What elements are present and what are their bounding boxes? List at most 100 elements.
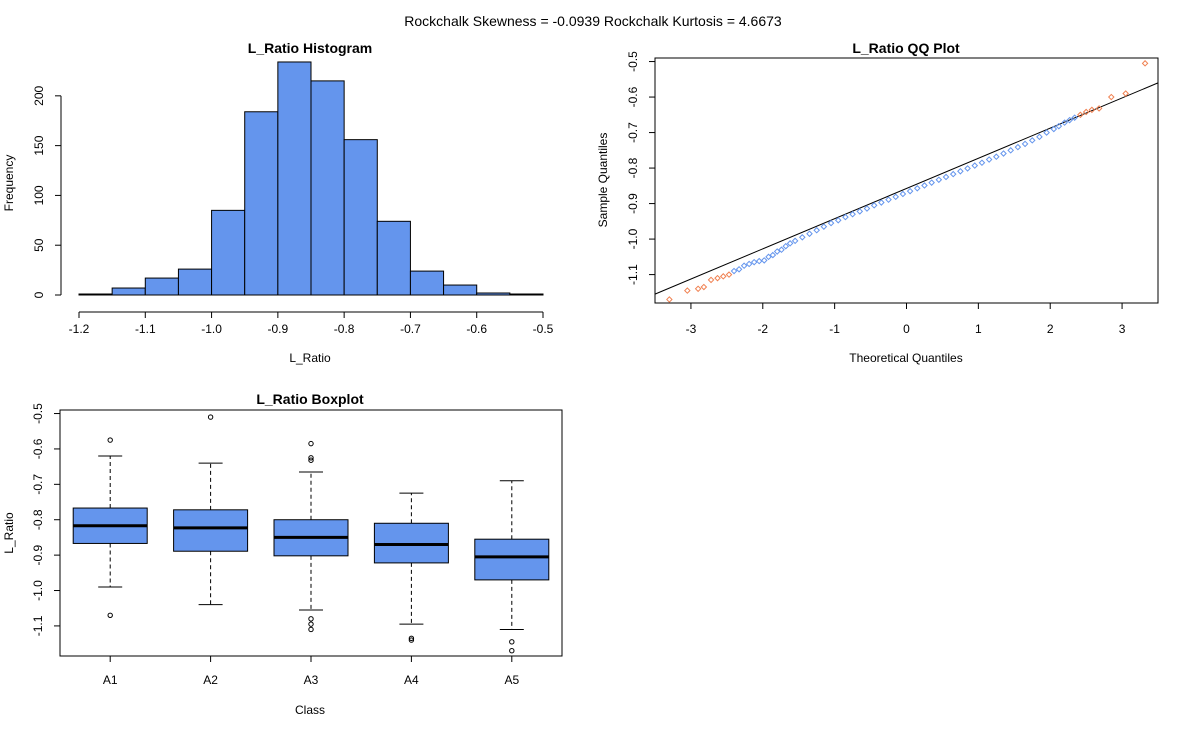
- histogram-title: L_Ratio Histogram: [248, 40, 372, 56]
- qq-point: [694, 285, 702, 293]
- qq-points: [666, 60, 1149, 303]
- qq-point: [745, 260, 753, 268]
- qq-point: [1082, 108, 1090, 116]
- qq-point: [863, 205, 871, 212]
- qq-point: [985, 156, 993, 163]
- qq-point: [849, 210, 856, 218]
- figure-header: Rockchalk Skewness = -0.0939 Rockchalk K…: [404, 13, 782, 29]
- qq-y-tick-label: -0.9: [626, 193, 640, 214]
- histogram-bar: [343, 139, 378, 296]
- qq-point: [786, 240, 794, 247]
- boxplot-x-tick-label: A5: [504, 673, 519, 687]
- qq-point: [1028, 137, 1036, 144]
- qq-point: [1061, 119, 1068, 126]
- qq-point: [714, 274, 721, 282]
- histogram-panel: L_Ratio Histogram -1.2 -1.1 -1.0 -0.9 -0.8 -0…: [2, 40, 554, 365]
- qq-y-tick-label: -0.8: [626, 157, 640, 178]
- qq-point: [1014, 143, 1022, 151]
- qq-x-tick-label: -1: [829, 322, 840, 336]
- qq-point: [993, 153, 1000, 161]
- histogram-bar: [177, 268, 213, 296]
- qq-point: [1088, 106, 1096, 114]
- histogram-bar: [409, 270, 445, 296]
- qq-y-tick-label: -0.6: [626, 86, 640, 107]
- qq-point: [1036, 133, 1043, 141]
- qq-point: [978, 159, 986, 167]
- boxplot-y-tick-label: -0.7: [31, 474, 45, 495]
- qq-title: L_Ratio QQ Plot: [852, 40, 960, 56]
- histogram-bar: [509, 293, 544, 296]
- qq-point: [666, 296, 673, 303]
- box-outlier: [308, 440, 314, 447]
- histogram-bar: [310, 80, 345, 296]
- qq-point: [700, 283, 708, 291]
- histogram-bar: [111, 287, 146, 296]
- box-outlier: [509, 639, 515, 645]
- qq-x-tick-label: 3: [1119, 322, 1126, 336]
- qq-point: [842, 213, 849, 221]
- qq-y-tick-label: -0.7: [626, 122, 640, 143]
- qq-x-label: Theoretical Quantiles: [849, 351, 962, 365]
- qq-point: [684, 287, 691, 294]
- qq-point: [928, 179, 935, 186]
- histogram-axes: -1.2 -1.1 -1.0 -0.9 -0.8 -0.7 -0.6 -0.5 0 50 100 15…: [32, 86, 554, 336]
- qq-point: [1122, 90, 1129, 97]
- box-outlier: [408, 635, 415, 642]
- histogram-x-tick-label: -0.7: [400, 322, 421, 336]
- boxplot-y-tick-label: -1.1: [31, 615, 45, 636]
- qq-point: [765, 253, 772, 261]
- qq-point: [740, 262, 748, 270]
- boxplot-y-label: L_Ratio: [2, 512, 16, 554]
- qq-point: [755, 257, 763, 265]
- histogram-x-tick-label: -1.2: [69, 322, 90, 336]
- qq-point: [885, 196, 892, 203]
- qq-point: [1107, 93, 1115, 101]
- histogram-bar: [277, 61, 312, 296]
- histogram-x-tick-label: -0.5: [533, 322, 554, 336]
- qq-panel: L_Ratio QQ Plot -3 -2 -1 0 1 2 3 -1.1 -1.0 -0.9 -0…: [596, 40, 1159, 365]
- histogram-y-label: Frequency: [2, 155, 16, 212]
- boxplot-x-label: Class: [295, 703, 325, 717]
- qq-point: [1066, 116, 1073, 124]
- qq-point: [827, 219, 835, 227]
- qq-point: [806, 230, 813, 238]
- qq-point: [778, 246, 785, 254]
- qq-point: [773, 248, 781, 255]
- boxplot-y-tick-label: -0.5: [31, 403, 45, 424]
- boxplot-y-tick-label: -1.0: [31, 580, 45, 601]
- qq-point: [719, 273, 727, 280]
- box-outlier: [308, 621, 314, 627]
- histogram-bars: [78, 61, 544, 296]
- qq-point: [942, 173, 950, 181]
- boxplot-x-tick-label: A4: [404, 673, 419, 687]
- qq-point: [798, 234, 806, 241]
- qq-point: [730, 267, 738, 275]
- qq-point: [760, 257, 768, 264]
- histogram-x-tick-label: -0.8: [334, 322, 355, 336]
- histogram-x-label: L_Ratio: [289, 351, 331, 365]
- histogram-y-tick-label: 200: [32, 86, 46, 106]
- boxplot-title: L_Ratio Boxplot: [256, 391, 364, 407]
- qq-point: [935, 176, 943, 184]
- box-outlier: [509, 647, 515, 654]
- histogram-bar: [144, 277, 179, 296]
- boxplot-y-tick-label: -0.6: [31, 438, 45, 459]
- boxplot-x-tick-label: A2: [203, 673, 218, 687]
- histogram-x-tick-label: -1.0: [201, 322, 222, 336]
- qq-point: [1095, 105, 1103, 112]
- histogram-bar: [78, 293, 113, 296]
- qq-axes: -3 -2 -1 0 1 2 3 -1.1 -1.0 -0.9 -0.8 -0.7 -0.6 -0.5: [626, 51, 1126, 336]
- qq-y-label: Sample Quantiles: [596, 133, 610, 228]
- histogram-bar: [376, 220, 411, 296]
- boxplot-panel: L_Ratio Boxplot A1 A2 A3 A4 A5 -1.1 -1.0 -0.9 -0…: [2, 391, 563, 717]
- qq-point: [1055, 122, 1063, 130]
- histogram-y-tick-label: 50: [32, 238, 46, 252]
- qq-y-tick-label: -0.5: [626, 51, 640, 72]
- box-body: [474, 538, 550, 581]
- qq-point: [949, 170, 957, 178]
- qq-point: [1077, 111, 1084, 119]
- histogram-y-tick-label: 0: [32, 291, 46, 298]
- histogram-x-tick-label: -0.6: [466, 322, 487, 336]
- qq-point: [906, 187, 914, 195]
- qq-y-tick-label: -1.1: [626, 264, 640, 285]
